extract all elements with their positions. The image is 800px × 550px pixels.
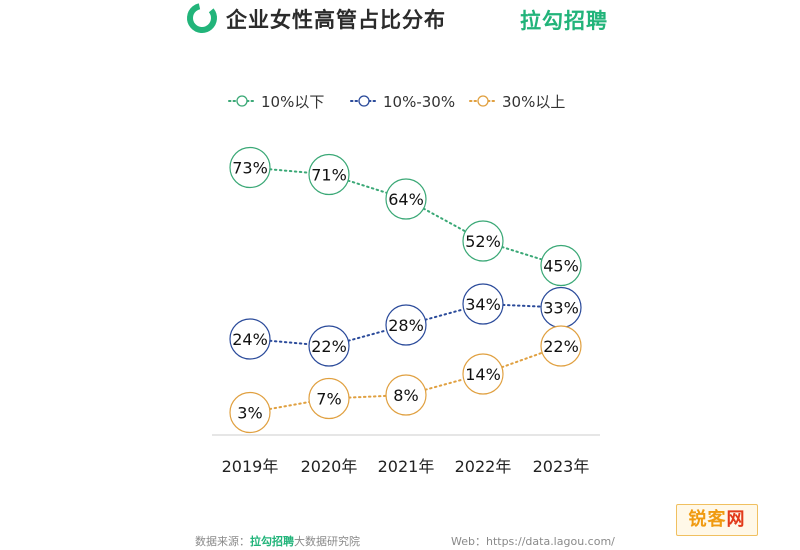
data-point-marker — [229, 391, 271, 434]
data-point-marker — [229, 318, 271, 360]
brand-name: 拉勾招聘 — [520, 9, 608, 33]
data-point-marker — [308, 377, 350, 420]
legend-label: 10%-30% — [383, 93, 455, 111]
watermark-part1: 锐客 — [688, 509, 727, 530]
series-2: 24% 22% 28% 34% 33% — [229, 283, 582, 367]
data-label: 33% — [543, 299, 579, 318]
data-point-marker — [385, 304, 427, 346]
legend-label: 30%以上 — [502, 93, 565, 111]
legend-marker — [358, 95, 370, 107]
x-tick-label: 2021年 — [378, 457, 435, 476]
series-line-segment — [422, 207, 467, 233]
web-url: Web：https://data.lagou.com/ — [451, 535, 615, 548]
data-point-marker — [385, 178, 427, 220]
series-line-segment — [347, 179, 388, 194]
chart-title: 企业女性高管占比分布 — [226, 8, 446, 32]
legend-marker — [477, 95, 489, 107]
series-line-segment — [347, 329, 388, 342]
series-line-segment — [347, 394, 388, 399]
source-brand: 拉勾招聘 — [250, 535, 294, 548]
data-point-marker — [462, 283, 504, 325]
data-label: 73% — [232, 159, 268, 178]
data-label: 71% — [311, 166, 347, 185]
data-label: 22% — [543, 337, 579, 356]
data-point-marker — [385, 374, 427, 416]
data-point-marker — [462, 353, 504, 395]
x-tick-label: 2019年 — [222, 457, 279, 476]
x-tick-label: 2020年 — [301, 457, 358, 476]
data-point-marker — [540, 244, 582, 287]
data-point-marker — [540, 325, 582, 367]
data-label: 28% — [388, 316, 424, 335]
data-label: 3% — [237, 404, 262, 423]
x-tick-label: 2022年 — [455, 457, 512, 476]
series-1: 73% 71% 64% 52% 45% — [229, 146, 582, 287]
data-label: 22% — [311, 337, 347, 356]
data-label: 52% — [465, 232, 501, 251]
data-label: 7% — [316, 390, 341, 409]
data-point-marker — [229, 146, 271, 189]
legend-marker — [236, 95, 248, 107]
data-point-marker — [308, 325, 350, 367]
brand-logo-icon — [186, 2, 218, 34]
series-line-segment — [268, 339, 311, 346]
data-label: 45% — [543, 257, 579, 276]
series-line-segment — [424, 308, 465, 321]
series-line-segment — [501, 245, 543, 261]
data-label: 14% — [465, 365, 501, 384]
series-line-segment — [268, 400, 311, 411]
series-line-segment — [268, 168, 311, 174]
data-label: 34% — [465, 295, 501, 314]
data-point-marker — [462, 220, 504, 262]
source-rest: 大数据研究院 — [294, 535, 360, 548]
watermark-logo: 锐客网 — [676, 504, 758, 536]
data-label: 64% — [388, 190, 424, 209]
series-line-segment — [501, 303, 543, 308]
watermark-part2: 网 — [726, 509, 746, 530]
legend-label: 10%以下 — [261, 93, 324, 111]
data-source: 数据来源：拉勾招聘大数据研究院 — [195, 533, 360, 549]
data-label: 24% — [232, 330, 268, 349]
x-tick-label: 2023年 — [533, 457, 590, 476]
series-3: 3% 7% 8% 14% 22% — [229, 325, 582, 434]
source-label: 数据来源： — [195, 535, 250, 548]
data-label: 8% — [393, 386, 418, 405]
data-point-marker — [308, 153, 350, 196]
series-line-segment — [424, 378, 465, 391]
series-line-segment — [500, 351, 544, 369]
